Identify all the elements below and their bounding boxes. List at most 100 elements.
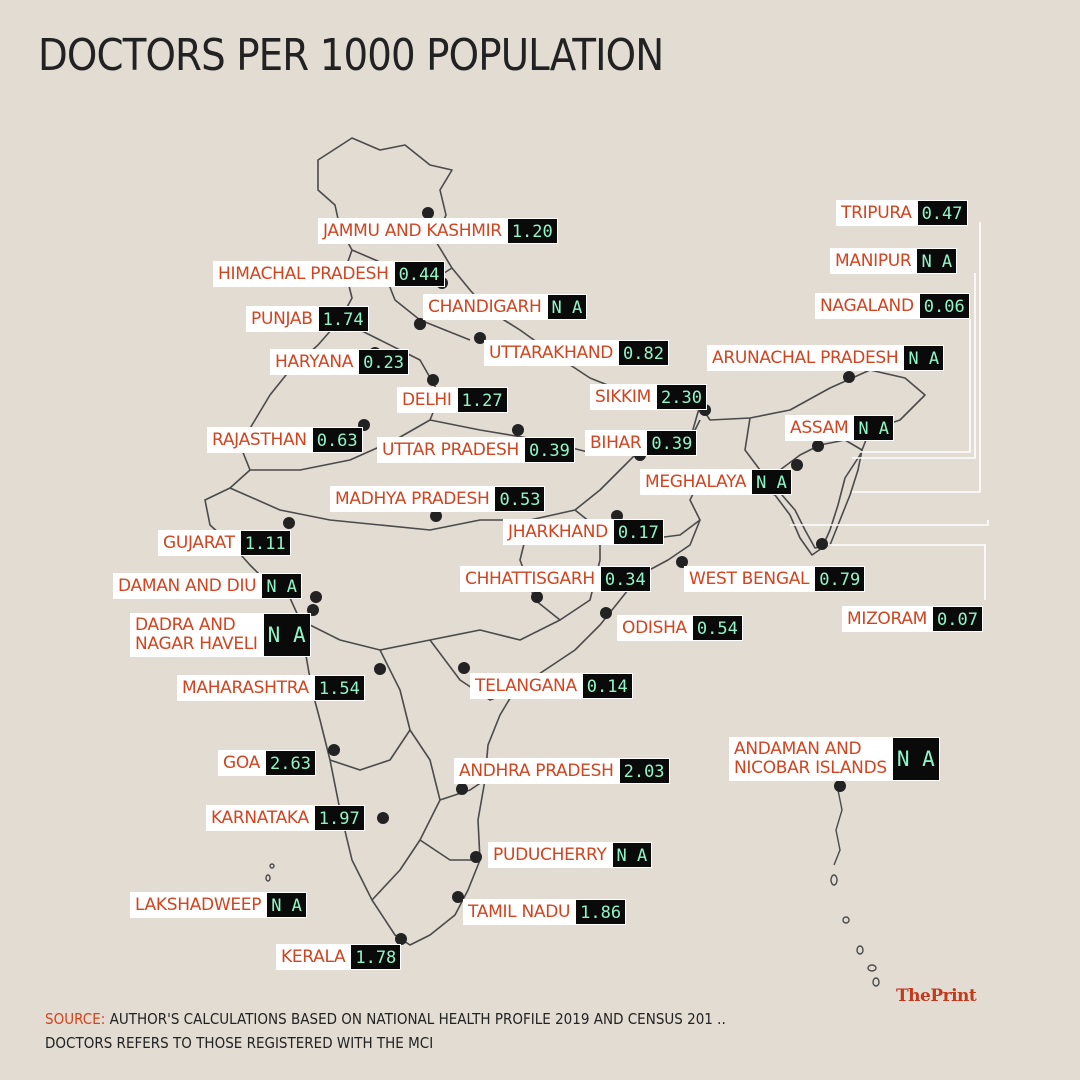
state-dot-gujarat bbox=[283, 517, 295, 529]
source-text: AUTHOR'S CALCULATIONS BASED ON NATIONAL … bbox=[105, 1010, 726, 1028]
state-name: DAMAN AND DIU bbox=[113, 573, 262, 599]
state-dot-puducherry bbox=[470, 851, 482, 863]
state-value: 1.20 bbox=[506, 218, 558, 244]
state-label-lakshadweep: LAKSHADWEEP N A bbox=[130, 892, 307, 918]
state-name: DELHI bbox=[397, 387, 457, 413]
state-label-punjab: PUNJAB 1.74 bbox=[246, 306, 369, 332]
state-name: TAMIL NADU bbox=[463, 899, 576, 925]
state-name: WEST BENGAL bbox=[684, 566, 815, 592]
state-value: 1.74 bbox=[317, 306, 369, 332]
state-value: N A bbox=[903, 345, 945, 371]
state-label-karnataka: KARNATAKA 1.97 bbox=[206, 805, 365, 831]
manipur-connector bbox=[852, 273, 976, 459]
state-dot-madhya-pradesh bbox=[430, 510, 442, 522]
state-label-telangana: TELANGANA 0.14 bbox=[470, 673, 633, 699]
state-dot-maharashtra bbox=[374, 663, 386, 675]
state-label-uttar-pradesh: UTTAR PRADESH 0.39 bbox=[377, 437, 575, 463]
state-label-goa: GOA 2.63 bbox=[218, 750, 316, 776]
state-name: BIHAR bbox=[585, 430, 647, 456]
state-label-maharashtra: MAHARASHTRA 1.54 bbox=[177, 675, 365, 701]
state-value: 1.97 bbox=[313, 805, 365, 831]
state-dot-mizoram bbox=[816, 538, 828, 550]
state-value: 0.79 bbox=[814, 566, 866, 592]
state-label-mizoram: MIZORAM 0.07 bbox=[842, 606, 983, 632]
state-label-jammu-and-kashmir: JAMMU AND KASHMIR 1.20 bbox=[318, 218, 558, 244]
state-dot-goa bbox=[328, 744, 340, 756]
state-name: NAGALAND bbox=[815, 293, 919, 319]
state-name: UTTAR PRADESH bbox=[377, 437, 524, 463]
state-label-jharkhand: JHARKHAND 0.17 bbox=[503, 519, 664, 545]
state-value: N A bbox=[891, 737, 940, 781]
state-label-delhi: DELHI 1.27 bbox=[397, 387, 508, 413]
state-label-tamil-nadu: TAMIL NADU 1.86 bbox=[463, 899, 627, 925]
state-label-bihar: BIHAR 0.39 bbox=[585, 430, 698, 456]
state-value: 1.78 bbox=[350, 944, 402, 970]
state-name: KERALA bbox=[276, 944, 351, 970]
state-label-rajasthan: RAJASTHAN 0.63 bbox=[207, 427, 363, 453]
state-name: MANIPUR bbox=[830, 248, 917, 274]
mizoram-connector bbox=[822, 544, 986, 600]
state-value: 0.23 bbox=[358, 349, 410, 375]
state-name: ANDHRA PRADESH bbox=[454, 758, 619, 784]
state-name: GOA bbox=[218, 750, 265, 776]
state-name: ASSAM bbox=[785, 415, 854, 441]
theprint-logo: ThePrint bbox=[896, 986, 977, 1006]
state-value: 1.86 bbox=[575, 899, 627, 925]
state-value: 0.07 bbox=[932, 606, 983, 632]
source-label: SOURCE: bbox=[45, 1010, 106, 1028]
state-value: 2.30 bbox=[655, 384, 707, 410]
meghalaya-connector bbox=[790, 520, 989, 526]
state-label-nagaland: NAGALAND 0.06 bbox=[815, 293, 970, 319]
state-value: 0.34 bbox=[599, 566, 651, 592]
state-name: ODISHA bbox=[617, 615, 692, 641]
state-name: UTTARAKHAND bbox=[484, 340, 619, 366]
state-dot-chhattisgarh bbox=[531, 591, 543, 603]
state-label-odisha: ODISHA 0.54 bbox=[617, 615, 743, 641]
state-name: DADRA AND NAGAR HAVELI bbox=[130, 613, 263, 657]
state-name: TELANGANA bbox=[470, 673, 582, 699]
state-name: MAHARASHTRA bbox=[177, 675, 314, 701]
state-label-madhya-pradesh: MADHYA PRADESH 0.53 bbox=[330, 486, 546, 512]
state-value: 2.63 bbox=[265, 750, 316, 776]
state-label-dadra-and-nagar-haveli: DADRA AND NAGAR HAVELI N A bbox=[130, 613, 311, 657]
state-name: LAKSHADWEEP bbox=[130, 892, 267, 918]
state-value: 0.53 bbox=[494, 486, 546, 512]
state-label-sikkim: SIKKIM 2.30 bbox=[590, 384, 707, 410]
state-dot-jammu-and-kashmir bbox=[422, 207, 434, 219]
state-value: N A bbox=[266, 892, 307, 918]
state-label-chhattisgarh: CHHATTISGARH 0.34 bbox=[460, 566, 651, 592]
state-label-andaman-and-nicobar: ANDAMAN AND NICOBAR ISLANDS N A bbox=[729, 737, 940, 781]
state-name: MADHYA PRADESH bbox=[330, 486, 495, 512]
state-value: 0.39 bbox=[523, 437, 575, 463]
state-value: 0.39 bbox=[646, 430, 698, 456]
state-name: SIKKIM bbox=[590, 384, 656, 410]
state-dot-meghalaya bbox=[791, 459, 803, 471]
state-value: 0.44 bbox=[393, 261, 445, 287]
state-value: N A bbox=[262, 613, 311, 657]
state-label-haryana: HARYANA 0.23 bbox=[270, 349, 410, 375]
state-label-chandigarh: CHANDIGARH N A bbox=[423, 294, 588, 320]
state-dot-uttar-pradesh bbox=[512, 424, 524, 436]
state-label-west-bengal: WEST BENGAL 0.79 bbox=[684, 566, 866, 592]
state-name: ANDAMAN AND NICOBAR ISLANDS bbox=[729, 737, 892, 781]
state-name: CHHATTISGARH bbox=[460, 566, 600, 592]
state-dot-andaman-and-nicobar bbox=[834, 780, 846, 792]
state-dot-uttarakhand bbox=[474, 332, 486, 344]
page-title: DOCTORS PER 1000 POPULATION bbox=[38, 30, 664, 81]
state-label-himachal-pradesh: HIMACHAL PRADESH 0.44 bbox=[213, 261, 445, 287]
state-dot-tamil-nadu bbox=[452, 891, 464, 903]
state-dot-karnataka bbox=[377, 812, 389, 824]
state-label-uttarakhand: UTTARAKHAND 0.82 bbox=[484, 340, 669, 366]
state-value: 0.82 bbox=[618, 340, 669, 366]
state-name: TRIPURA bbox=[836, 200, 917, 226]
state-label-arunachal-pradesh: ARUNACHAL PRADESH N A bbox=[707, 345, 945, 371]
state-value: N A bbox=[853, 415, 895, 441]
northeast-outline bbox=[779, 439, 863, 549]
state-name: HARYANA bbox=[270, 349, 359, 375]
state-label-andhra-pradesh: ANDHRA PRADESH 2.03 bbox=[454, 758, 670, 784]
state-value: 2.03 bbox=[618, 758, 670, 784]
state-label-puducherry: PUDUCHERRY N A bbox=[488, 842, 653, 868]
footnote: DOCTORS REFERS TO THOSE REGISTERED WITH … bbox=[45, 1034, 434, 1052]
state-name: GUJARAT bbox=[158, 530, 240, 556]
